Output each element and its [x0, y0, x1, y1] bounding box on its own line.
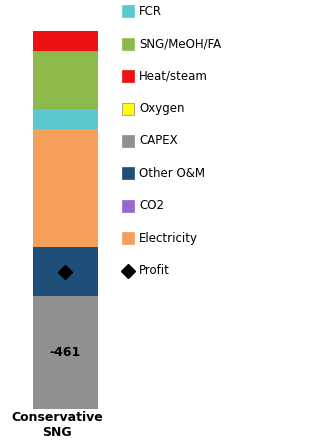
- Text: Oxygen: Oxygen: [139, 102, 185, 115]
- Text: FCR: FCR: [139, 5, 162, 18]
- Bar: [33, 247, 98, 296]
- Text: CO2: CO2: [139, 199, 164, 212]
- Bar: [33, 109, 98, 129]
- Text: Conservative
SNG: Conservative SNG: [11, 411, 103, 439]
- Text: Electricity: Electricity: [139, 232, 198, 245]
- Bar: [33, 296, 98, 409]
- Text: SNG/MeOH/FA: SNG/MeOH/FA: [139, 37, 221, 50]
- Bar: [33, 31, 98, 51]
- Text: -461: -461: [50, 346, 81, 359]
- Text: CAPEX: CAPEX: [139, 134, 178, 147]
- Bar: [33, 51, 98, 109]
- Text: Heat/steam: Heat/steam: [139, 69, 208, 83]
- Text: Other O&M: Other O&M: [139, 167, 205, 180]
- Text: Profit: Profit: [139, 264, 170, 277]
- Bar: [33, 129, 98, 247]
